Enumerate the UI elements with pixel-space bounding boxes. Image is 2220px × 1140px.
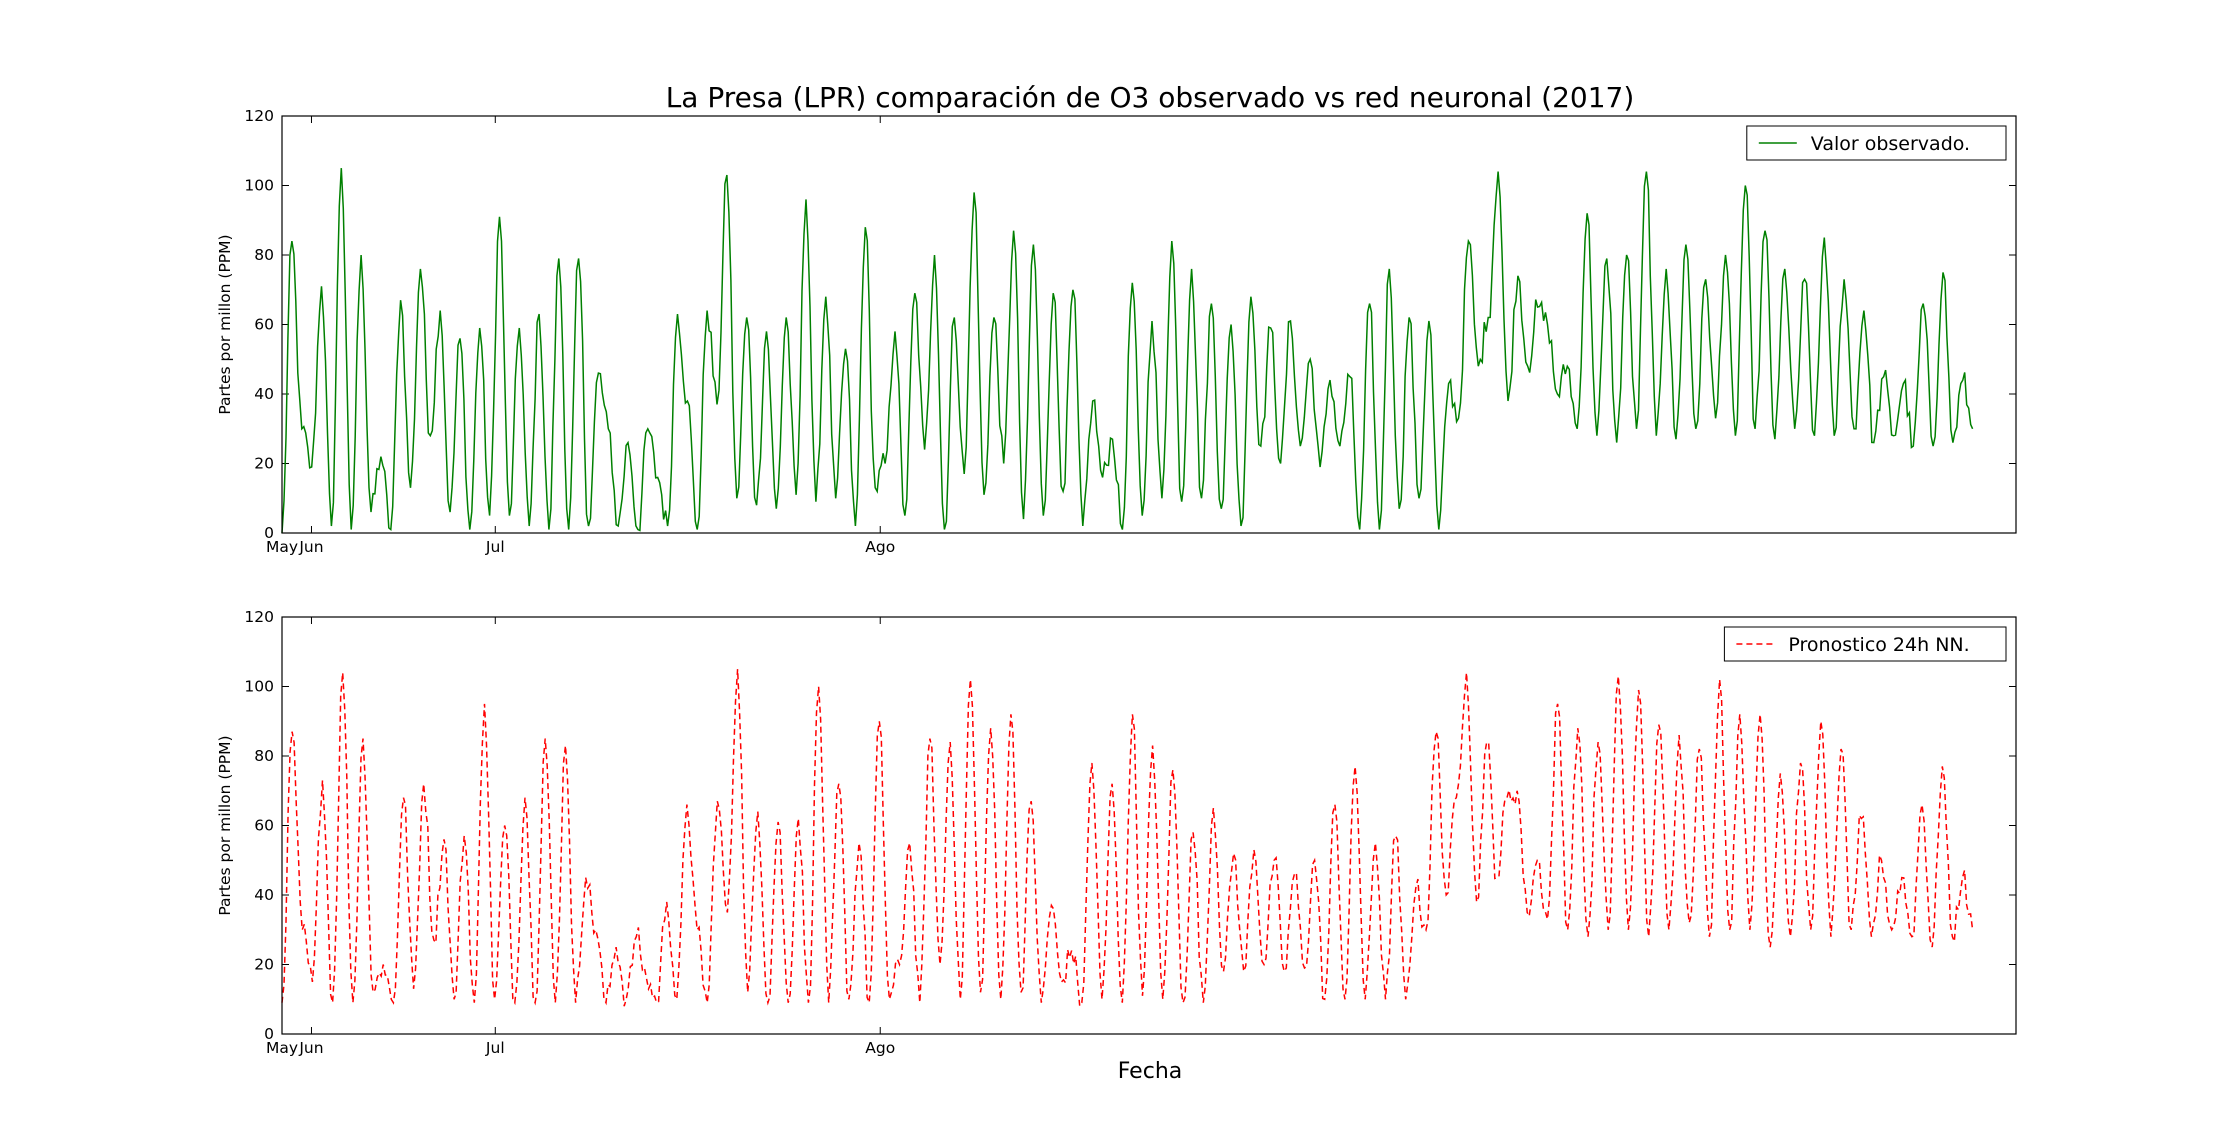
panel-observed-y-ticks: 0 20 40 60 80 100 120: [244, 107, 2016, 542]
x-tick-label: Jun: [298, 538, 323, 556]
y-tick-label: 40: [254, 886, 274, 904]
panel-observed-y-axis-label: Partes por millon (PPM): [216, 234, 234, 414]
y-tick-label: 0: [264, 524, 274, 542]
x-tick-label: Jun: [298, 1039, 323, 1057]
series-line-observed: [281, 168, 1974, 534]
y-tick-label: 60: [254, 316, 274, 334]
x-axis-label: Fecha: [1118, 1059, 1183, 1084]
panel-observed-x-ticks: May Jun Jul Ago: [266, 116, 895, 556]
x-tick-label: Ago: [865, 538, 895, 556]
y-tick-label: 20: [254, 455, 274, 473]
panel-forecast-y-ticks: 0 20 40 60 80 100 120: [244, 608, 2016, 1043]
panel-forecast-frame: [281, 616, 2017, 1035]
y-tick-label: 100: [244, 678, 274, 696]
legend-forecast: Pronostico 24h NN.: [1723, 626, 2007, 662]
y-tick-label: 80: [254, 747, 274, 765]
chart-title: La Presa (LPR) comparación de O3 observa…: [666, 81, 1635, 114]
y-tick-label: 120: [244, 608, 274, 626]
panel-observed: 0 20 40 60 80 100 120 May Jun Jul Ago Partes por …: [216, 107, 2017, 556]
x-tick-label: Ago: [865, 1039, 895, 1057]
y-tick-label: 100: [244, 177, 274, 195]
legend-forecast-label: Pronostico 24h NN.: [1788, 634, 1969, 656]
panel-observed-frame: [281, 115, 2017, 534]
x-tick-label: Jul: [485, 538, 505, 556]
y-tick-label: 60: [254, 817, 274, 835]
x-tick-label: May: [266, 1039, 298, 1057]
legend-observed: Valor observado.: [1746, 125, 2007, 161]
panel-forecast: 0 20 40 60 80 100 120 May Jun Jul Ago Partes por …: [216, 608, 2017, 1057]
y-tick-label: 120: [244, 107, 274, 125]
x-tick-label: May: [266, 538, 298, 556]
x-tick-label: Jul: [485, 1039, 505, 1057]
legend-observed-label: Valor observado.: [1811, 133, 1970, 155]
panel-forecast-y-axis-label: Partes por millon (PPM): [216, 735, 234, 915]
y-tick-label: 0: [264, 1025, 274, 1043]
y-tick-label: 40: [254, 385, 274, 403]
y-tick-label: 80: [254, 246, 274, 264]
series-line-forecast: [281, 669, 1974, 1009]
y-tick-label: 20: [254, 956, 274, 974]
